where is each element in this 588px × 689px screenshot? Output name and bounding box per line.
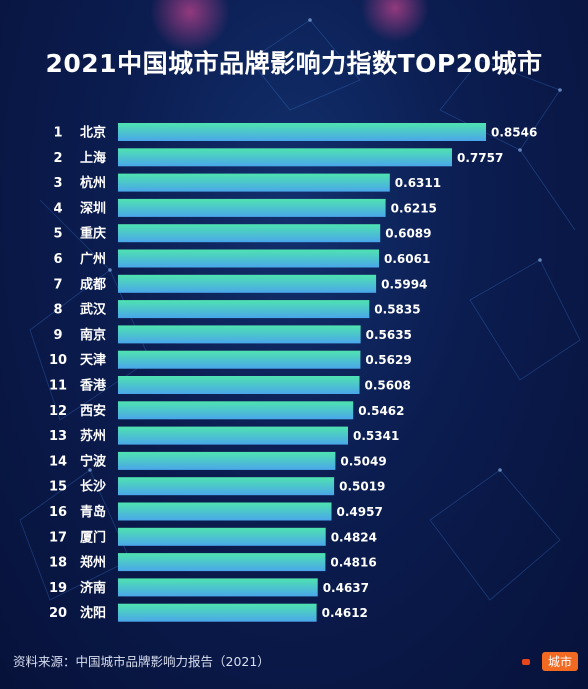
bar [118, 274, 377, 293]
bar [118, 603, 317, 622]
value-label: 0.4637 [323, 581, 369, 595]
rank-label: 15 [49, 480, 67, 495]
rank-label: 12 [49, 404, 67, 419]
bar [118, 198, 386, 217]
value-label: 0.4957 [337, 505, 383, 519]
city-label: 苏州 [80, 428, 106, 444]
bar [118, 502, 332, 521]
value-label: 0.5608 [365, 379, 411, 393]
value-label: 0.4816 [330, 556, 376, 570]
rank-label: 18 [49, 556, 67, 571]
bar [118, 300, 370, 319]
rank-label: 14 [49, 454, 67, 469]
rank-label: 7 [53, 277, 62, 292]
rank-label: 4 [53, 201, 62, 216]
city-label: 上海 [80, 150, 106, 166]
bar [118, 148, 452, 167]
city-label: 深圳 [80, 200, 106, 216]
bar-chart: 1 北京 0.8546 2 上海 0.7757 3 杭州 0.6311 4 深圳 0.6215 5 重庆 0… [49, 123, 537, 622]
bar [118, 527, 326, 546]
rank-label: 8 [53, 303, 62, 318]
city-label: 青岛 [80, 504, 106, 520]
city-label: 郑州 [80, 555, 106, 571]
value-label: 0.5341 [353, 429, 399, 443]
city-label: 武汉 [80, 302, 107, 318]
value-label: 0.6215 [391, 201, 437, 215]
bar [118, 249, 379, 268]
value-label: 0.5835 [374, 303, 420, 317]
value-label: 0.4612 [322, 606, 368, 620]
rank-label: 11 [49, 379, 67, 394]
bar [118, 451, 336, 470]
rank-label: 10 [49, 353, 67, 368]
bar [118, 350, 361, 369]
bar [118, 578, 318, 597]
bar [118, 325, 361, 344]
city-label: 西安 [80, 403, 106, 419]
rank-label: 3 [53, 176, 62, 191]
value-label: 0.5635 [366, 328, 412, 342]
bar [118, 477, 335, 496]
bar-series: 1 北京 0.8546 2 上海 0.7757 3 杭州 0.6311 4 深圳 0.6215 5 重庆 0… [49, 123, 537, 622]
city-label: 香港 [79, 378, 107, 394]
bar [118, 553, 326, 572]
value-label: 0.4824 [331, 530, 377, 544]
rank-label: 9 [53, 328, 62, 343]
bar [118, 173, 390, 192]
value-label: 0.5019 [339, 480, 385, 494]
chart-title: 2021中国城市品牌影响力指数TOP20城市 [45, 49, 543, 78]
watermark-badge: 城市 [541, 652, 578, 671]
rank-label: 6 [53, 252, 62, 267]
bar [118, 426, 348, 445]
value-label: 0.6311 [395, 176, 441, 190]
value-label: 0.6061 [384, 252, 430, 266]
rank-label: 17 [49, 530, 67, 545]
value-label: 0.5049 [340, 454, 386, 468]
rank-label: 19 [49, 581, 67, 596]
value-label: 0.5629 [365, 353, 411, 367]
city-label: 长沙 [80, 479, 106, 495]
rank-label: 20 [49, 606, 67, 621]
city-label: 北京 [80, 125, 106, 141]
city-label: 广州 [80, 251, 106, 267]
watermark-icon [522, 659, 530, 665]
value-label: 0.5462 [358, 404, 404, 418]
rank-label: 13 [49, 429, 67, 444]
rank-label: 16 [49, 505, 67, 520]
rank-label: 2 [53, 151, 62, 166]
bar [118, 376, 360, 394]
city-label: 杭州 [80, 175, 106, 191]
rank-label: 1 [53, 126, 62, 141]
bar [118, 224, 381, 243]
city-label: 宁波 [80, 453, 107, 469]
source-note: 资料来源：中国城市品牌影响力报告（2021） [13, 654, 270, 669]
city-label: 济南 [80, 580, 106, 596]
value-label: 0.8546 [491, 126, 537, 140]
rank-label: 5 [53, 227, 62, 242]
city-label: 成都 [80, 276, 106, 292]
value-label: 0.5994 [381, 277, 427, 291]
bar [118, 123, 486, 141]
city-label: 沈阳 [80, 605, 106, 621]
value-label: 0.6089 [385, 227, 431, 241]
bar [118, 401, 354, 420]
city-label: 厦门 [80, 529, 106, 545]
value-label: 0.7757 [457, 151, 503, 165]
city-label: 南京 [80, 327, 106, 343]
city-label: 天津 [80, 352, 106, 368]
city-label: 重庆 [80, 226, 106, 242]
